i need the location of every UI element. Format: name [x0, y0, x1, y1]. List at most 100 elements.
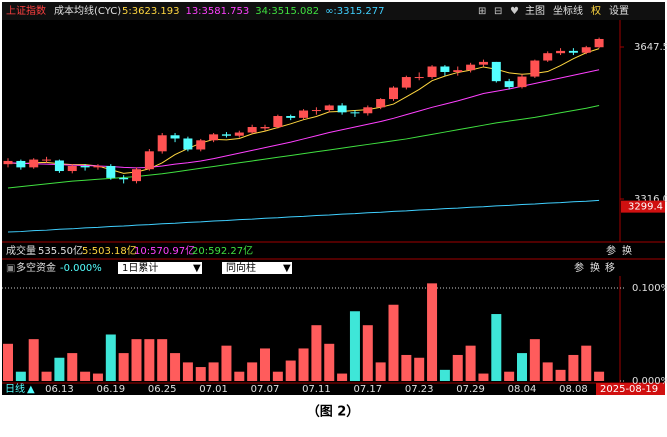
candle-body: [234, 132, 244, 136]
fund-bar: [401, 354, 412, 381]
x-tick-label: 06.13: [45, 384, 74, 395]
fund-bar: [144, 339, 155, 381]
candle-body: [209, 134, 219, 141]
candle-body: [504, 81, 514, 88]
candle-body: [478, 61, 488, 65]
fund-bar: [568, 354, 579, 381]
symbol: 上证指数: [6, 4, 46, 17]
candle-body: [183, 138, 193, 150]
fund-bar: [555, 369, 566, 381]
fund-button[interactable]: 参: [574, 261, 584, 274]
candle-body: [54, 160, 64, 172]
candle-body: [389, 87, 398, 100]
fund-bar: [427, 283, 438, 381]
candle-body: [93, 165, 103, 168]
toolbar-button[interactable]: 主图: [525, 5, 545, 17]
toolbar-icon: ⊟: [494, 6, 502, 17]
ma-legend: 34:3515.082: [255, 6, 319, 17]
toolbar-icon: ♥: [510, 6, 519, 17]
ma-legend: 13:3581.753: [185, 6, 249, 17]
candle-body: [466, 64, 476, 71]
candle-body: [80, 165, 90, 168]
indicator: 成本均线(CYC): [54, 4, 121, 17]
x-tick-label: 07.17: [353, 384, 382, 395]
candle-body: [556, 50, 566, 54]
x-tick-label: 07.29: [456, 384, 485, 395]
candle-body: [260, 127, 270, 129]
fund-bar: [375, 362, 386, 381]
dropdown[interactable]: [222, 262, 292, 274]
fund-bar: [118, 353, 129, 381]
fund-bar: [170, 353, 181, 381]
y-tick-label: 0.000%: [632, 376, 667, 387]
candle-body: [42, 159, 52, 161]
dropdown-arrow: ▼: [193, 263, 201, 274]
candle-body: [581, 47, 591, 53]
fund-button[interactable]: 换: [590, 261, 600, 274]
candle-body: [196, 140, 206, 150]
volume-ma: 5:503.18亿: [82, 244, 137, 257]
fund-button[interactable]: 移: [605, 261, 615, 274]
candle-body: [491, 61, 501, 82]
fund-bar: [195, 367, 206, 381]
fund-bar: [465, 345, 476, 381]
ma-line: [7, 104, 600, 189]
fund-bar: [439, 369, 450, 381]
candle-body: [350, 112, 360, 114]
ma-legend: ∞:3315.277: [325, 6, 384, 17]
dropdown-arrow: ▼: [283, 263, 291, 274]
dropdown[interactable]: [118, 262, 202, 274]
fund-bar: [349, 311, 360, 381]
caption: （图 2）: [307, 404, 360, 420]
candle-body: [3, 160, 13, 165]
toolbar-button[interactable]: 权: [591, 4, 601, 17]
dropdown-text: 1日累计: [122, 261, 158, 274]
fund-bar: [54, 357, 65, 381]
background: [2, 2, 665, 395]
fund-bar: [182, 362, 193, 381]
fund-bar: [260, 348, 270, 381]
fund-bar: [105, 334, 116, 381]
volume-button[interactable]: 参: [606, 244, 616, 257]
fund-bar: [92, 373, 103, 381]
price-tag: [621, 200, 665, 213]
volume-ma: 20:592.27亿: [192, 244, 253, 257]
fund-bar: [452, 354, 463, 381]
candle-body: [29, 159, 39, 168]
fund-bar: [324, 343, 335, 381]
candle-body: [517, 76, 527, 88]
fund-bar: [208, 362, 219, 381]
toolbar-button[interactable]: 坐标线: [553, 4, 583, 17]
ma-line: [7, 199, 600, 233]
candle-body: [132, 169, 141, 182]
fund-bar: [517, 353, 527, 381]
fund-bar: [41, 371, 52, 381]
cursor-date-tag: [596, 383, 665, 395]
candle-body: [311, 110, 321, 112]
candle-body: [324, 105, 334, 111]
fund-bar: [529, 339, 540, 381]
fund-bar: [67, 353, 78, 381]
volume-label: 成交量: [6, 244, 36, 257]
candle-body: [440, 66, 450, 72]
fund-bar: [311, 325, 322, 381]
candle-body: [144, 151, 154, 170]
candle-body: [401, 77, 411, 88]
fund-bar: [285, 360, 296, 381]
candle-body: [119, 177, 129, 180]
x-tick-label: 07.01: [199, 384, 228, 395]
fund-bar: [3, 343, 13, 381]
toolbar-button[interactable]: 设置: [609, 5, 629, 17]
period[interactable]: 日线: [5, 382, 25, 395]
candle-body: [299, 110, 309, 118]
fund-bar: [478, 373, 489, 381]
y-tick-label: 0.100%: [632, 283, 667, 294]
candle-body: [16, 160, 26, 168]
candle-body: [594, 38, 604, 48]
x-tick-label: 06.25: [148, 384, 177, 395]
cursor-date: 2025-08-19: [600, 384, 658, 395]
candle-body: [221, 134, 231, 136]
fund-current: -0.000%: [60, 263, 102, 274]
fund-bar: [28, 339, 39, 381]
volume-button[interactable]: 换: [622, 244, 632, 257]
